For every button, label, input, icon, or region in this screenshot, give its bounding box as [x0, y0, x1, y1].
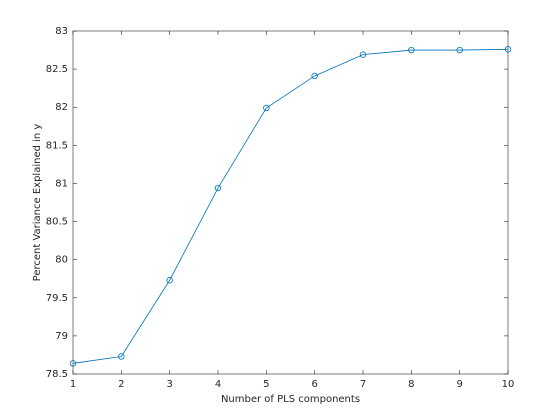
- x-axis-label: Number of PLS components: [221, 394, 360, 405]
- x-tick-label: 6: [311, 379, 317, 390]
- y-axis-label: Percent Variance Explained in y: [32, 124, 43, 282]
- x-tick-label: 3: [166, 379, 172, 390]
- y-tick-label: 80: [55, 255, 68, 266]
- y-tick-label: 81: [55, 178, 68, 189]
- y-tick-label: 79.5: [46, 293, 68, 304]
- x-tick-label: 7: [360, 379, 366, 390]
- marker: [311, 72, 318, 80]
- marker: [456, 46, 463, 54]
- marker: [118, 353, 125, 360]
- marker: [504, 46, 512, 53]
- axes-box: [72, 30, 509, 375]
- marker: [408, 46, 415, 54]
- marker: [263, 104, 270, 112]
- x-tick-label: 4: [215, 379, 221, 390]
- x-tick-label: 10: [502, 379, 515, 390]
- marker: [359, 51, 367, 58]
- y-tick-label: 79: [55, 331, 68, 342]
- y-tick-label: 82.5: [46, 64, 68, 75]
- marker: [166, 277, 173, 284]
- y-tick-label: 82: [55, 102, 68, 113]
- y-tick-label: 83: [55, 26, 68, 37]
- x-tick-label: 8: [408, 379, 414, 390]
- marker: [214, 184, 222, 192]
- y-tick-label: 81.5: [46, 140, 68, 151]
- y-tick-label: 78.5: [46, 369, 68, 380]
- marker: [69, 360, 77, 367]
- x-tick-label: 1: [70, 379, 76, 390]
- y-tick-label: 80.5: [46, 217, 68, 228]
- x-tick-label: 2: [118, 379, 124, 390]
- line: [72, 48, 509, 364]
- x-tick-label: 5: [263, 379, 269, 390]
- x-tick-label: 9: [456, 379, 462, 390]
